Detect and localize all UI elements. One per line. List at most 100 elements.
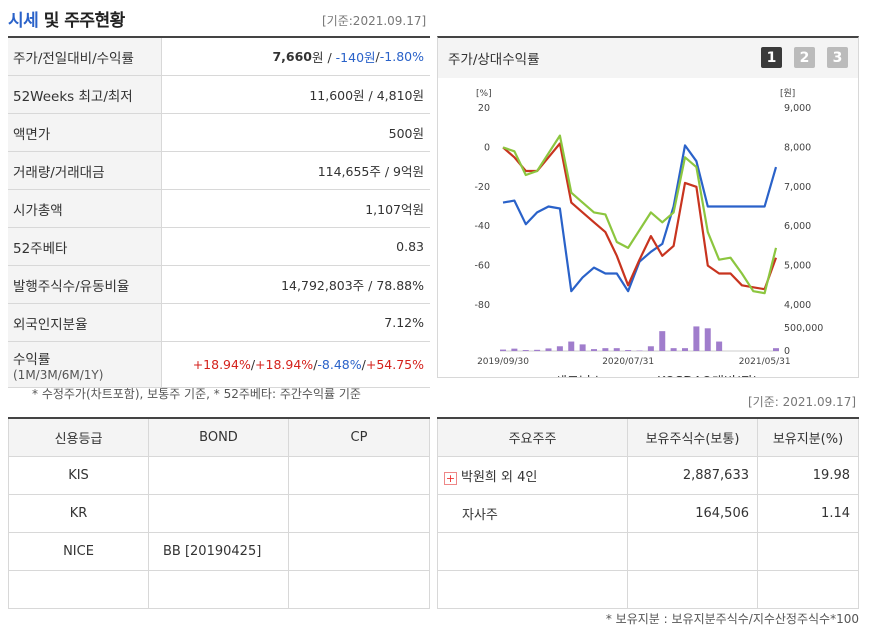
return-1m: +18.94% [192, 357, 251, 372]
holder-name: 자사주 [437, 493, 628, 533]
stat-value: 14,792,803주 / 78.88% [281, 278, 424, 293]
return-sep: / [313, 357, 318, 372]
left-tick-label: 20 [478, 103, 490, 114]
stat-row: 외국인지분율 7.12% [8, 304, 430, 342]
chart-page-2-button[interactable]: 2 [794, 47, 815, 68]
section-title: 시세 및 주주현황 [8, 6, 125, 31]
stat-value-returns: +18.94% / +18.94% / -8.48% / +54.75% [162, 342, 430, 387]
stat-row-price: 주가/전일대비/수익률 7,660 원 / -140원 / -1.80% [8, 38, 430, 76]
holder-shares [627, 531, 758, 571]
chart-pager: 1 2 3 [761, 47, 848, 68]
as-of-date-holders: [기준: 2021.09.17] [748, 395, 857, 409]
credit-cp [288, 455, 430, 495]
stat-value: 0.83 [396, 239, 424, 254]
right-tick-label: 7,000 [784, 182, 811, 193]
volume-bar [556, 346, 563, 351]
credit-cp [288, 493, 430, 533]
volume-bar [579, 344, 586, 351]
legend-label: KOSDAQ대비(좌) [657, 375, 758, 378]
chart-page-3-button[interactable]: 3 [827, 47, 848, 68]
credit-bond: BB [20190425] [148, 531, 289, 571]
holder-name [437, 531, 628, 571]
holder-name [437, 569, 628, 609]
price-chart: [%] [원] 20 0 -20 -40 -60 -80 9,000 8,000 7,000 6,00… [474, 88, 823, 378]
volume-bar [670, 348, 677, 351]
volume-bar [500, 349, 506, 351]
holders-header: 보유지분(%) [757, 417, 859, 457]
stat-value: 11,600원 / 4,810원 [309, 88, 424, 103]
right-tick-label: 5,000 [784, 261, 811, 272]
holder-name: 박원희 외 4인 [461, 469, 538, 485]
table-row: KR [8, 493, 430, 533]
volume-bar [704, 328, 711, 351]
credit-agency: NICE [8, 531, 149, 571]
stat-label: 액면가 [8, 114, 162, 151]
return-sep: / [361, 357, 366, 372]
holder-pct [757, 531, 859, 571]
right-tick-label: 4,000 [784, 300, 811, 311]
holder-shares: 2,887,633 [627, 455, 758, 495]
stat-label: 시가총액 [8, 190, 162, 227]
return-1y: +54.75% [365, 357, 424, 372]
stat-label: 거래량/거래대금 [8, 152, 162, 189]
volume-bar [773, 348, 779, 351]
stat-label: 발행주식수/유동비율 [8, 266, 162, 303]
stat-label: 수익률 (1M/3M/6M/1Y) [8, 342, 162, 387]
table-row: KIS [8, 455, 430, 495]
volume-bar [545, 348, 552, 351]
credit-agency: KR [8, 493, 149, 533]
credit-bond [148, 569, 289, 609]
left-tick-label: -40 [474, 221, 490, 232]
volume-bar [693, 326, 700, 351]
holder-shares: 164,506 [627, 493, 758, 533]
chart-page-1-button[interactable]: 1 [761, 47, 782, 68]
holders-footnote: * 보유지분 : 보유지분주식수/지수산정주식수*100 [605, 612, 859, 626]
title-rest: 및 주주현황 [43, 11, 126, 31]
holder-pct [757, 569, 859, 609]
expand-plus-icon[interactable]: + [444, 471, 457, 485]
price-unit: 원 / [312, 50, 332, 65]
holders-header: 보유주식수(보통) [627, 417, 758, 457]
credit-agency [8, 569, 149, 609]
stat-value: 500원 [388, 126, 424, 141]
credit-header-row: 신용등급 BOND CP [8, 417, 430, 457]
stats-footnote: * 수정주가(차트포함), 보통주 기준, * 52주베타: 주간수익률 기준 [32, 387, 361, 401]
series-line [502, 144, 778, 293]
credit-header: BOND [148, 417, 289, 457]
credit-cp [288, 569, 430, 609]
volume-bar [568, 341, 575, 351]
volume-tick-label: 0 [784, 346, 790, 357]
table-row [437, 531, 859, 571]
table-row [437, 569, 859, 609]
chart-title: 주가/상대수익률 [448, 52, 540, 68]
stat-label: 주가/전일대비/수익률 [8, 38, 162, 75]
volume-bar [591, 349, 597, 351]
title-highlight: 시세 [8, 11, 39, 31]
credit-header: 신용등급 [8, 417, 149, 457]
return-6m: -8.48% [317, 357, 362, 372]
stat-value: 7.12% [384, 315, 424, 330]
chart-header: 주가/상대수익률 1 2 3 [438, 38, 858, 78]
stat-label: 외국인지분율 [8, 304, 162, 341]
credit-header: CP [288, 417, 430, 457]
left-tick-label: -80 [474, 300, 490, 311]
left-axis-unit: [%] [476, 89, 492, 99]
holders-header: 주요주주 [437, 417, 628, 457]
left-tick-label: 0 [484, 142, 490, 153]
volume-bar [522, 350, 529, 351]
x-tick-label: 2019/09/30 [477, 357, 529, 367]
credit-bond [148, 493, 289, 533]
holder-shares [627, 569, 758, 609]
table-row: 자사주 164,506 1.14 [437, 493, 859, 533]
holder-name-cell: + 박원희 외 4인 [437, 455, 628, 495]
credit-cp [288, 531, 430, 571]
return-sep: / [250, 357, 256, 372]
volume-bar [613, 348, 620, 351]
x-tick-label: 2021/05/31 [739, 357, 791, 367]
legend-label: 세코닉스 [555, 375, 603, 378]
stat-value-price: 7,660 원 / -140원 / -1.80% [162, 38, 430, 75]
credit-agency: KIS [8, 455, 149, 495]
stats-table: 주가/전일대비/수익률 7,660 원 / -140원 / -1.80% 52We… [8, 36, 430, 388]
volume-bar [716, 341, 723, 351]
table-row: + 박원희 외 4인 2,887,633 19.98 [437, 455, 859, 495]
